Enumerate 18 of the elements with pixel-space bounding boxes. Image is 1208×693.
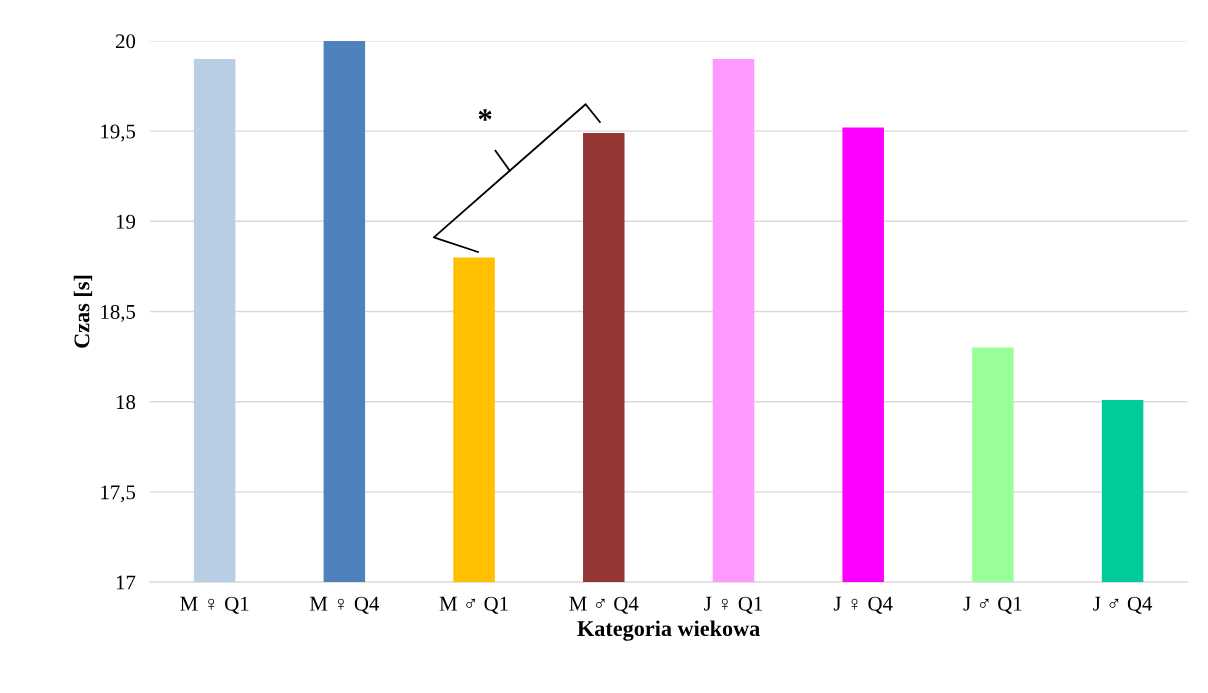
x-tick-label: M ♀ Q4 (309, 596, 380, 614)
y-tick-label: 17,5 (101, 485, 136, 503)
y-tick-label: 17 (116, 575, 136, 590)
y-tick-label: 18 (116, 395, 136, 410)
y-tick-label: 19 (116, 214, 136, 229)
x-tick-label: M ♂ Q4 (569, 596, 639, 614)
y-axis-title: Czas [s] (73, 275, 93, 348)
y-tick-label: 18,5 (101, 304, 136, 322)
y-tick-label: 19,5 (101, 124, 136, 142)
x-tick-label: M ♀ Q1 (180, 596, 249, 614)
x-tick-label: J ♀ Q1 (704, 596, 763, 614)
x-axis-title: Kategoria wiekowa (577, 620, 760, 641)
y-tick-label: 20 (115, 34, 136, 49)
x-tick-label: J ♂ Q4 (1093, 596, 1153, 614)
annotation: * (478, 109, 492, 121)
x-tick-label: J ♀ Q4 (833, 596, 893, 614)
x-tick-label: M ♂ Q1 (439, 596, 508, 614)
x-tick-label: J ♂ Q1 (963, 596, 1022, 614)
